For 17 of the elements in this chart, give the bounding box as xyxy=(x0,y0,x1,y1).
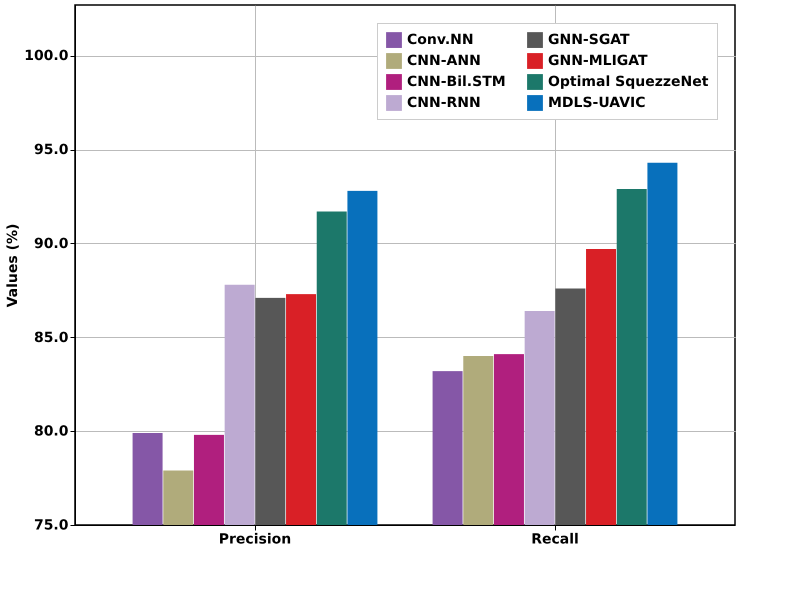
legend-label: GNN-SGAT xyxy=(548,32,630,48)
legend-label: MDLS-UAVIC xyxy=(548,95,646,111)
y-tick-label: 85.0 xyxy=(34,330,69,346)
y-tick-label: 100.0 xyxy=(24,48,69,64)
legend-label: CNN-RNN xyxy=(407,95,481,111)
y-tick-label: 75.0 xyxy=(34,518,69,534)
x-tick-label: Precision xyxy=(218,532,292,548)
y-tick-label: 90.0 xyxy=(34,236,69,252)
x-tick-label: Recall xyxy=(531,532,579,548)
legend-label: CNN-ANN xyxy=(407,53,481,69)
y-tick-label: 80.0 xyxy=(34,424,69,440)
y-tick-label: 95.0 xyxy=(34,142,69,158)
y-axis-title: Values (%) xyxy=(5,224,22,308)
legend-label: Conv.NN xyxy=(407,32,474,48)
legend-label: CNN-Bil.STM xyxy=(407,74,506,90)
legend-label: GNN-MLIGAT xyxy=(548,53,648,69)
legend-label: Optimal SquezzeNet xyxy=(548,74,709,90)
